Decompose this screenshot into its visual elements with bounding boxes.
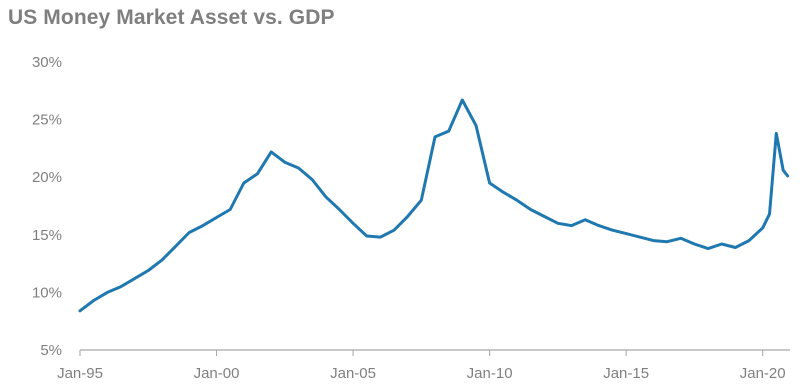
x-tick-label: Jan-95 bbox=[57, 365, 103, 382]
y-tick-label: 20% bbox=[32, 169, 62, 186]
plot-area bbox=[78, 98, 790, 313]
y-tick-label: 25% bbox=[32, 112, 62, 129]
y-tick-label: 10% bbox=[32, 284, 62, 301]
y-tick-label: 15% bbox=[32, 227, 62, 244]
series-line-0 bbox=[78, 98, 790, 313]
y-tick-label: 5% bbox=[40, 342, 62, 359]
x-tick-label: Jan-20 bbox=[740, 365, 786, 382]
y-axis: 5% 10% 15% 20% 25% 30% bbox=[32, 54, 62, 359]
y-tick-label: 30% bbox=[32, 54, 62, 71]
x-tick-label: Jan-05 bbox=[330, 365, 376, 382]
x-axis: Jan-95 Jan-00 Jan-05 Jan-10 Jan-15 Jan-20 bbox=[57, 349, 790, 382]
x-tick-label: Jan-10 bbox=[467, 365, 513, 382]
x-tick-label: Jan-15 bbox=[603, 365, 649, 382]
x-tick-label: Jan-00 bbox=[194, 365, 240, 382]
chart-title: US Money Market Asset vs. GDP bbox=[8, 6, 335, 29]
